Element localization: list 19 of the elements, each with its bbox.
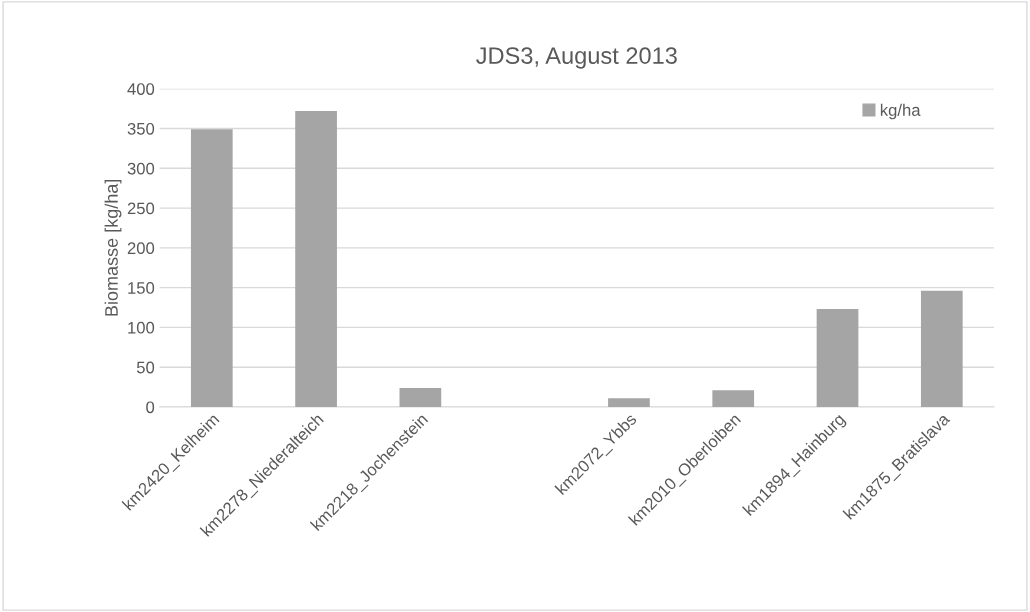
y-tick-label: 300 (127, 162, 155, 175)
bar (190, 129, 233, 407)
y-tick-label: 150 (128, 282, 155, 294)
legend-label: kg/ha (880, 103, 921, 120)
bar (399, 387, 442, 407)
y-tick-label: 350 (127, 122, 155, 135)
y-axis-title: Biomasse [kg/ha] (104, 179, 122, 316)
y-tick-label: 400 (127, 83, 155, 95)
y-tick-label: 50 (136, 361, 155, 374)
bar (920, 290, 963, 407)
bar (712, 390, 755, 407)
chart-title: JDS3, August 2013 (476, 47, 677, 69)
bar (295, 111, 337, 407)
bar (608, 398, 650, 407)
y-tick-label: 200 (127, 242, 155, 255)
y-tick-label: 100 (128, 321, 155, 334)
y-tick-label: 0 (146, 401, 155, 414)
bar (816, 309, 859, 407)
y-tick-label: 250 (127, 202, 155, 215)
